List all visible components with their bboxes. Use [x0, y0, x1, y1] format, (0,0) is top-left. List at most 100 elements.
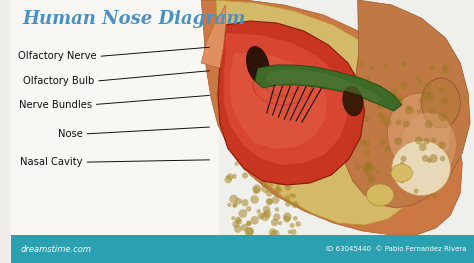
Circle shape [367, 177, 374, 183]
Circle shape [233, 203, 237, 208]
Circle shape [280, 176, 286, 183]
Circle shape [439, 113, 447, 121]
Circle shape [383, 118, 391, 127]
Circle shape [275, 207, 279, 212]
Circle shape [357, 60, 364, 66]
Polygon shape [224, 33, 347, 165]
Bar [11, 0, 474, 235]
Circle shape [276, 177, 283, 184]
Circle shape [426, 92, 435, 101]
Circle shape [273, 213, 281, 221]
Circle shape [232, 221, 239, 227]
Circle shape [394, 94, 402, 103]
Circle shape [241, 199, 249, 206]
Text: Human Nose Diagram: Human Nose Diagram [22, 10, 246, 28]
Circle shape [232, 203, 237, 208]
Circle shape [285, 166, 292, 173]
Text: Nerve Bundles: Nerve Bundles [18, 100, 92, 110]
Circle shape [419, 98, 425, 104]
Circle shape [363, 162, 372, 171]
Circle shape [256, 209, 261, 213]
Circle shape [401, 156, 407, 162]
Circle shape [243, 166, 248, 171]
Circle shape [365, 75, 370, 81]
Circle shape [276, 181, 281, 186]
Circle shape [261, 185, 269, 193]
Circle shape [441, 97, 448, 104]
Circle shape [401, 82, 408, 89]
Circle shape [417, 109, 421, 114]
Circle shape [355, 163, 361, 170]
Circle shape [405, 106, 414, 114]
Bar [11, 0, 219, 235]
Circle shape [271, 219, 278, 226]
Circle shape [265, 189, 273, 197]
Circle shape [263, 210, 271, 218]
Circle shape [427, 158, 432, 163]
Circle shape [376, 103, 384, 110]
Circle shape [246, 221, 251, 226]
Circle shape [366, 161, 372, 168]
Circle shape [363, 165, 370, 172]
Circle shape [417, 79, 422, 85]
Circle shape [438, 141, 446, 149]
Circle shape [273, 171, 282, 180]
Circle shape [380, 186, 384, 190]
Circle shape [278, 221, 282, 225]
Circle shape [235, 198, 242, 205]
Circle shape [394, 137, 402, 145]
Circle shape [246, 227, 254, 236]
Circle shape [429, 108, 436, 114]
Circle shape [371, 89, 379, 97]
Circle shape [227, 203, 231, 207]
Circle shape [285, 184, 292, 191]
Circle shape [227, 173, 233, 180]
Circle shape [267, 199, 273, 204]
Circle shape [396, 120, 401, 125]
Circle shape [246, 206, 251, 212]
Circle shape [263, 206, 270, 213]
Circle shape [234, 225, 242, 233]
Circle shape [443, 64, 447, 68]
Circle shape [224, 176, 232, 183]
Ellipse shape [421, 78, 460, 128]
Circle shape [258, 213, 264, 219]
Circle shape [407, 107, 411, 110]
Circle shape [423, 138, 430, 145]
Circle shape [291, 229, 297, 235]
Circle shape [283, 213, 292, 221]
Circle shape [365, 170, 372, 177]
Circle shape [396, 98, 403, 105]
Circle shape [293, 216, 298, 221]
Ellipse shape [402, 113, 456, 178]
Circle shape [275, 187, 281, 192]
Circle shape [429, 64, 435, 70]
Circle shape [440, 156, 445, 161]
Circle shape [422, 90, 430, 99]
Circle shape [380, 114, 386, 121]
Circle shape [391, 105, 395, 109]
Circle shape [253, 184, 261, 193]
Text: dreamstime.com: dreamstime.com [20, 245, 91, 254]
Circle shape [415, 75, 420, 80]
Circle shape [292, 203, 297, 208]
Circle shape [293, 201, 299, 207]
Circle shape [290, 193, 294, 198]
Circle shape [401, 60, 407, 67]
Circle shape [431, 137, 436, 143]
Circle shape [283, 215, 290, 223]
Polygon shape [255, 65, 401, 111]
Circle shape [255, 165, 264, 173]
Circle shape [292, 172, 298, 178]
Circle shape [250, 216, 259, 225]
Circle shape [391, 98, 396, 103]
Circle shape [364, 140, 370, 147]
Polygon shape [229, 53, 328, 149]
Circle shape [400, 162, 404, 166]
Circle shape [269, 228, 277, 236]
Ellipse shape [343, 86, 363, 116]
Circle shape [419, 143, 427, 151]
Circle shape [269, 182, 273, 186]
Ellipse shape [391, 164, 412, 182]
Circle shape [403, 121, 410, 128]
